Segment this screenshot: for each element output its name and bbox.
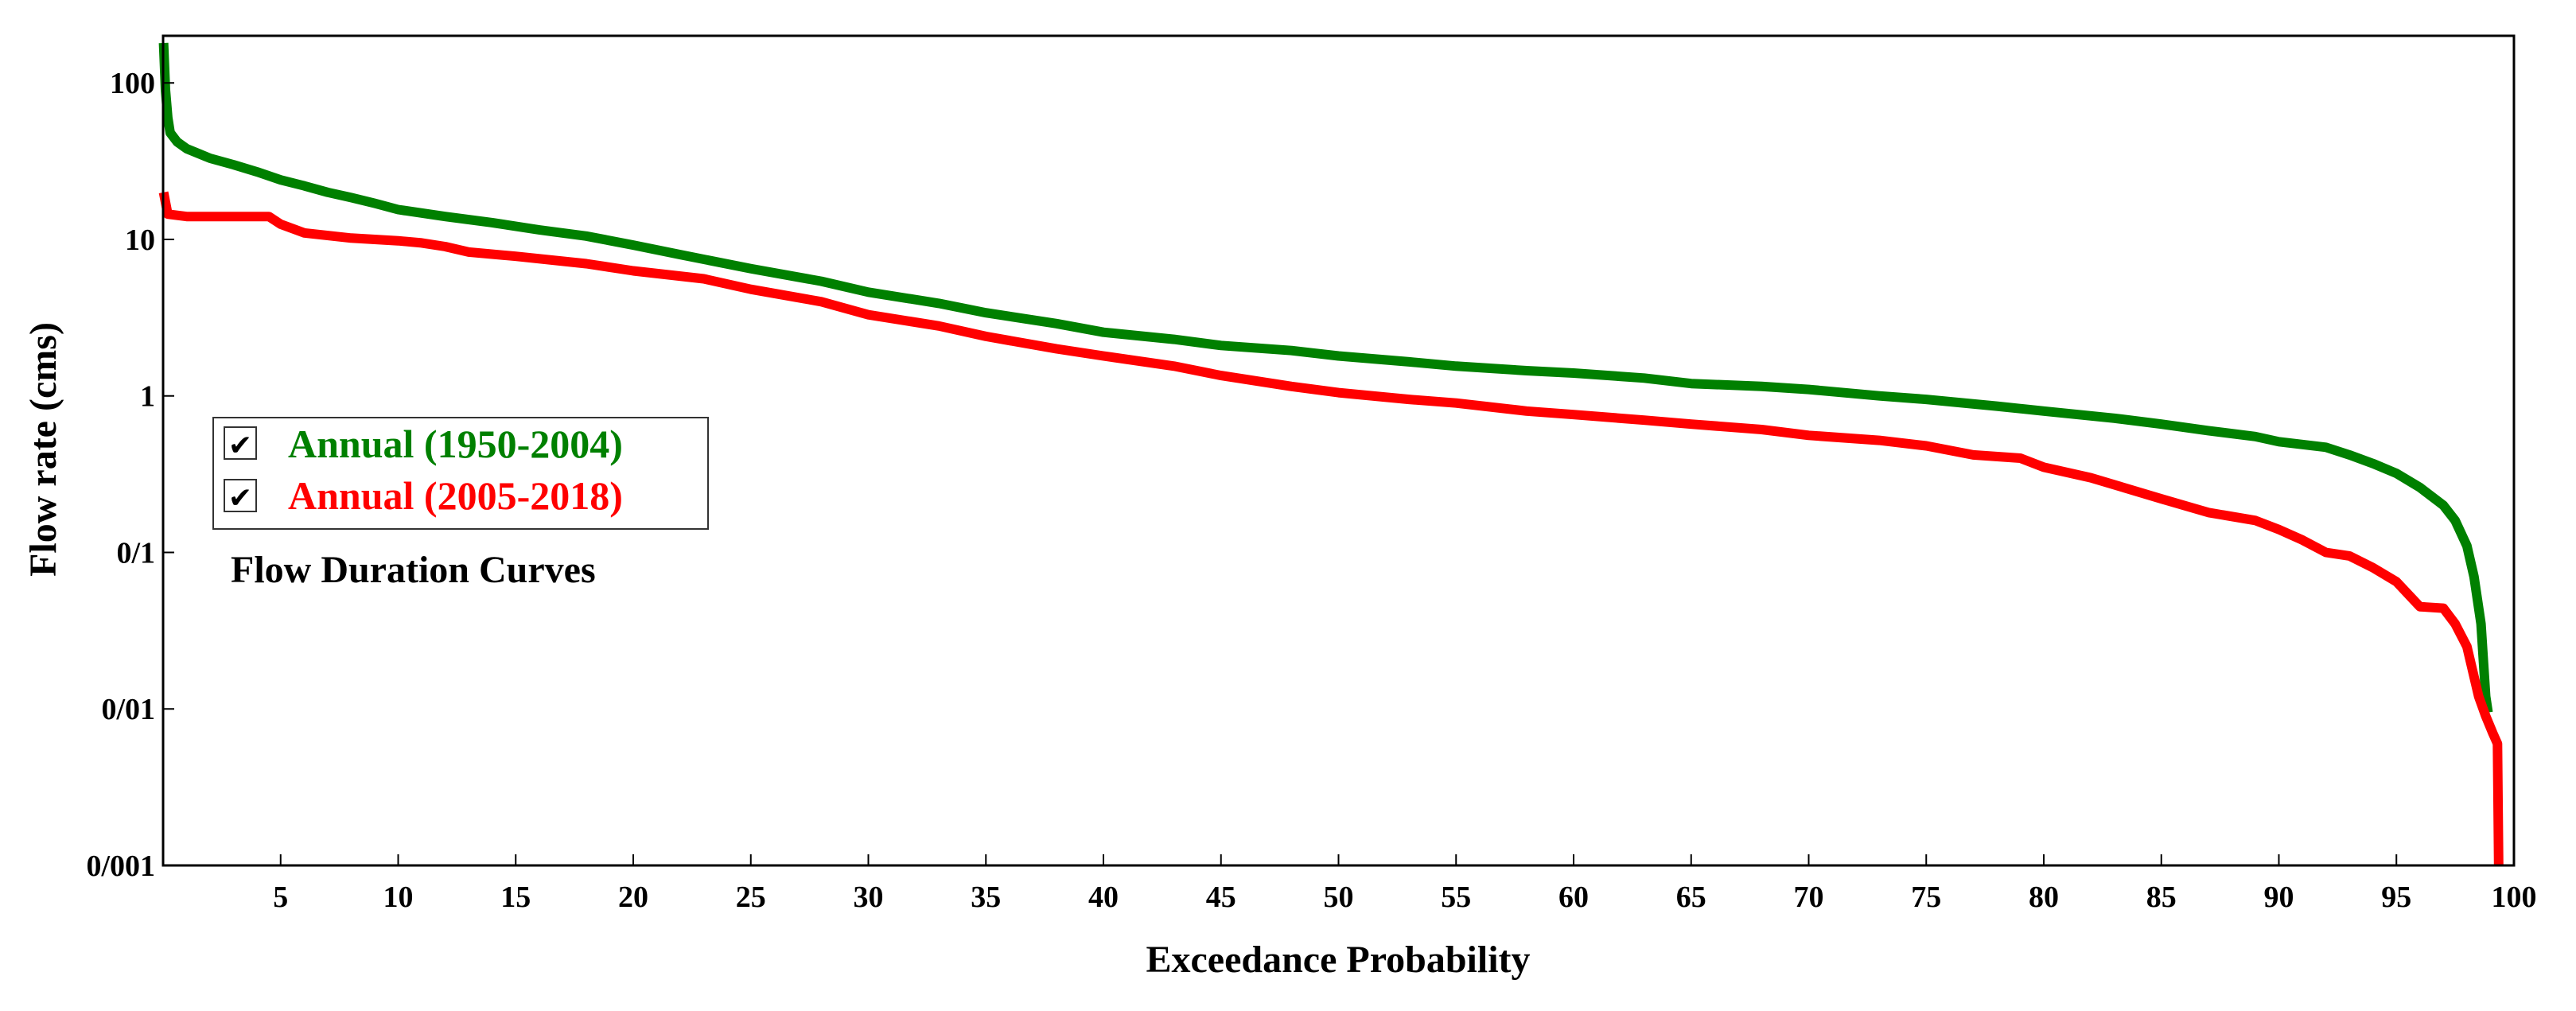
legend-item-series-1[interactable]: ✔ Annual (1950-2004)	[224, 422, 623, 466]
checkmark-icon: ✔	[228, 430, 252, 462]
x-tick-label: 75	[1911, 881, 1941, 914]
legend-label-2: Annual (2005-2018)	[288, 473, 623, 518]
x-tick-label: 50	[1324, 881, 1354, 914]
y-tick-label: 10	[125, 224, 155, 257]
chart-title: Flow Duration Curves	[231, 549, 596, 591]
x-tick-label: 60	[1558, 881, 1589, 914]
x-tick-label: 35	[971, 881, 1001, 914]
x-tick-label: 85	[2146, 881, 2177, 914]
x-tick-label: 80	[2029, 881, 2059, 914]
y-tick-label: 0/01	[101, 693, 155, 726]
x-axis-title: Exceedance Probability	[1146, 939, 1530, 981]
x-tick-label: 45	[1206, 881, 1236, 914]
x-tick-label: 55	[1441, 881, 1471, 914]
x-tick-label: 100	[2492, 881, 2537, 914]
series-layer	[158, 42, 2504, 866]
x-axis: 5 10 15 20 25 30 35 40 45 50 55 60 65 70 75 80 85 90 95 100	[273, 854, 2537, 914]
legend-checkbox-2[interactable]	[224, 479, 257, 512]
x-tick-label: 65	[1676, 881, 1706, 914]
x-tick-label: 90	[2264, 881, 2294, 914]
x-tick-label: 30	[854, 881, 884, 914]
x-tick-label: 25	[736, 881, 766, 914]
y-tick-label: 0/1	[116, 536, 155, 570]
x-tick-label: 5	[273, 881, 288, 914]
legend: ✔ Annual (1950-2004) ✔ Annual (2005-2018…	[212, 417, 709, 530]
legend-item-series-2[interactable]: ✔ Annual (2005-2018)	[224, 473, 623, 518]
legend-box	[212, 417, 709, 530]
y-tick-label: 1	[140, 380, 155, 414]
legend-checkbox-1[interactable]	[224, 426, 257, 460]
x-tick-label: 70	[1794, 881, 1824, 914]
series-line-1	[158, 42, 2493, 714]
x-tick-label: 95	[2381, 881, 2411, 914]
x-tick-label: 20	[618, 881, 648, 914]
checkmark-icon: ✔	[228, 482, 252, 515]
x-tick-label: 10	[383, 881, 414, 914]
y-tick-label: 0/001	[86, 850, 155, 883]
x-tick-label: 40	[1088, 881, 1119, 914]
x-tick-label: 15	[500, 881, 531, 914]
series-line-2	[158, 191, 2504, 866]
y-tick-label: 100	[110, 67, 155, 100]
y-axis-title: Flow rate (cms)	[22, 322, 64, 577]
y-axis: 0/001 0/01 0/1 1 10 100	[86, 67, 174, 883]
legend-label-1: Annual (1950-2004)	[288, 422, 623, 466]
